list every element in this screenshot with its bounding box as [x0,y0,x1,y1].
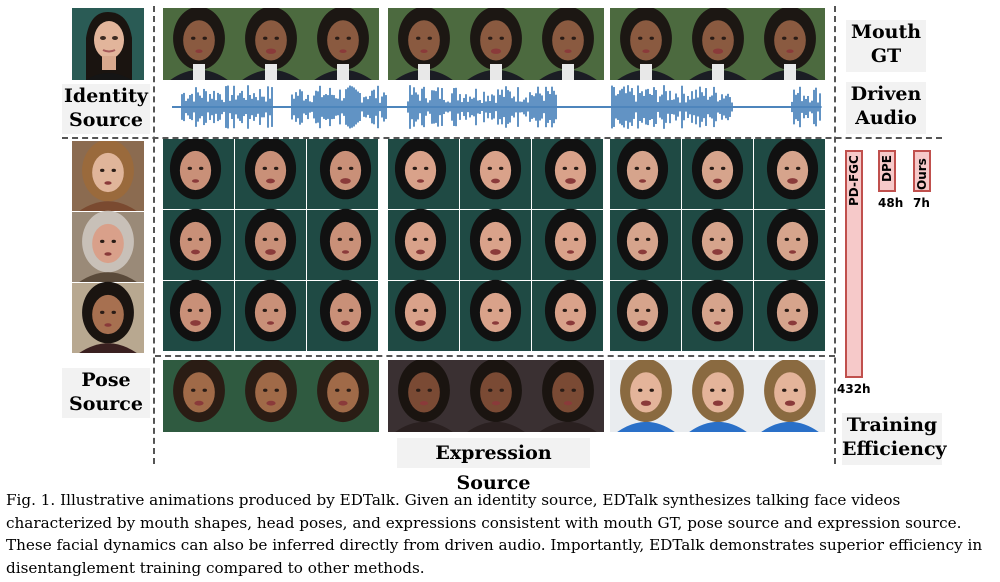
face-thumbnail [610,360,682,432]
face-thumbnail [72,281,144,353]
bar-label-pd-fgc: PD-FGC [847,155,861,206]
face-thumbnail [532,208,603,280]
bar-label-ours: Ours [915,158,929,190]
face-thumbnail [682,139,753,209]
mouth-gt-strip [163,8,825,80]
expression-source-label: Expression Source [397,438,590,494]
bar-label-dpe: DPE [880,155,894,182]
face-thumbnail [754,208,825,280]
face-thumbnail [388,8,460,80]
face-thumbnail [235,360,307,432]
face-thumbnail [235,139,306,209]
face-thumbnail [682,360,754,432]
bar-dpe [878,150,896,192]
face-thumbnail [532,139,603,209]
left-divider [153,6,155,464]
face-thumbnail [532,279,603,351]
face-thumbnail [235,279,306,351]
face-thumbnail [610,208,681,280]
bar-ours [913,150,931,192]
face-thumbnail [235,208,306,280]
face-thumbnail [532,360,604,432]
bar-value-dpe: 48h [878,196,904,210]
face-thumbnail [163,208,234,280]
face-thumbnail [460,279,531,351]
expression-source-strip [163,360,825,432]
training-efficiency-label: Training Efficiency [842,413,947,465]
face-thumbnail [163,139,234,209]
identity-source-image [72,8,144,80]
face-thumbnail [388,139,459,209]
face-thumbnail [460,360,532,432]
face-thumbnail [460,8,532,80]
bar-value-ours: 7h [913,196,930,210]
caption-line: disentanglement training compared to oth… [6,558,425,577]
face-thumbnail [72,141,144,211]
face-thumbnail [307,208,378,280]
face-thumbnail [307,360,379,432]
face-thumbnail [754,279,825,351]
face-thumbnail [682,208,753,280]
generated-animation-grid [163,139,825,351]
face-thumbnail [163,279,234,351]
face-thumbnail [682,279,753,351]
bar-value-pd-fgc: 432h [837,382,871,396]
right-divider [834,6,836,464]
identity-source-label: Identity Source [62,84,150,134]
bottom-divider [155,355,835,357]
pose-source-label: Pose Source [62,368,150,418]
face-thumbnail [754,8,825,80]
face-thumbnail [460,208,531,280]
top-divider [62,137,942,139]
driven-audio-label: Driven Audio [846,82,926,134]
face-thumbnail [754,139,825,209]
face-thumbnail [307,279,378,351]
face-thumbnail [388,360,460,432]
face-thumbnail [460,139,531,209]
face-thumbnail [754,360,825,432]
face-thumbnail [610,279,681,351]
figure-caption: Fig. 1. Illustrative animations produced… [6,489,996,579]
caption-line: Fig. 1. Illustrative animations produced… [6,491,901,509]
face-thumbnail [307,139,378,209]
face-thumbnail [388,279,459,351]
caption-line: characterized by mouth shapes, head pose… [6,513,962,532]
pose-source-images [72,141,144,353]
caption-line: These facial dynamics can also be inferr… [6,536,983,554]
bar-pd-fgc [845,150,863,378]
face-thumbnail [72,210,144,282]
driven-audio-waveform [172,85,822,129]
face-thumbnail [307,8,379,80]
mouth-gt-label: Mouth GT [846,20,926,72]
face-thumbnail [163,360,235,432]
face-thumbnail [388,208,459,280]
face-thumbnail [610,139,681,209]
